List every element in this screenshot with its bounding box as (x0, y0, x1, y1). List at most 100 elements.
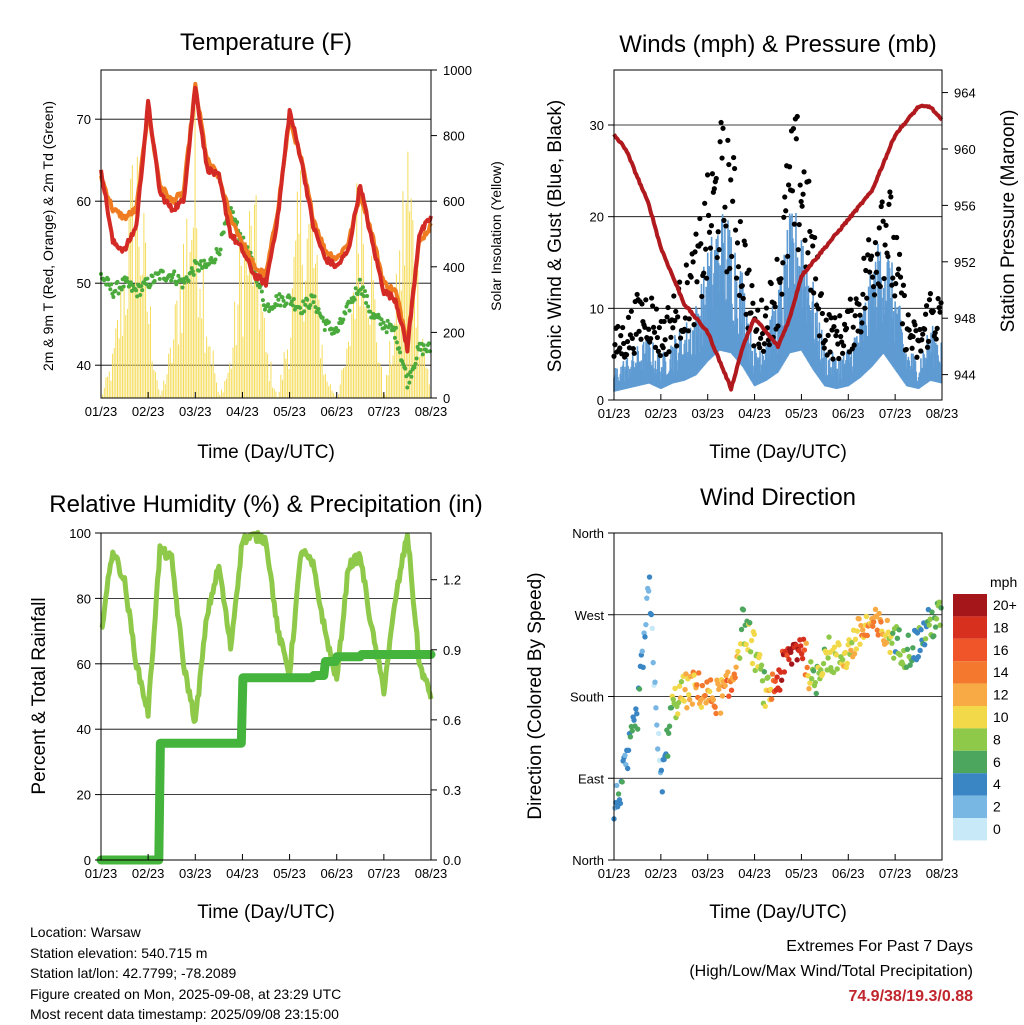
direction-point (842, 649, 849, 656)
wind-direction-title: Wind Direction (700, 484, 856, 511)
temperature-title: Temperature (F) (180, 29, 352, 56)
x-tick-label: 04/23 (226, 404, 259, 419)
gust-point (730, 198, 736, 204)
direction-point (634, 710, 640, 717)
dewpoint-point (104, 282, 109, 287)
gust-point (615, 323, 621, 330)
gust-point (720, 125, 726, 131)
gust-point (850, 324, 856, 330)
gust-point (746, 267, 752, 273)
gust-point (731, 165, 738, 172)
gust-point (793, 136, 799, 142)
gust-point (684, 280, 690, 286)
direction-point (622, 752, 628, 759)
dewpoint-point (368, 309, 373, 314)
gust-point (841, 321, 848, 327)
direction-point (627, 734, 634, 740)
dewpoint-point (186, 279, 191, 284)
temp-2m-line (99, 85, 433, 354)
dewpoint-point (321, 319, 326, 324)
gust-point (772, 304, 778, 310)
dewpoint-point (111, 294, 116, 299)
direction-point (918, 627, 924, 633)
direction-point (636, 686, 643, 692)
dewpoint-point (301, 299, 306, 304)
direction-point (733, 664, 739, 670)
gust-point (722, 204, 728, 210)
direction-point (897, 652, 903, 658)
speed-legend-swatch (953, 773, 987, 796)
dewpoint-point (115, 279, 120, 284)
humidity-precip-plot-content (96, 530, 436, 865)
direction-point (650, 659, 656, 666)
gust-point (843, 325, 850, 331)
gust-point (639, 301, 645, 307)
gust-point (832, 315, 838, 321)
gust-point (791, 221, 798, 227)
direction-point (696, 670, 702, 676)
gust-point (634, 291, 640, 298)
gust-point (838, 333, 844, 340)
direction-point (784, 652, 790, 659)
direction-point (819, 671, 826, 677)
dewpoint-point (190, 269, 195, 274)
temperature-frame (100, 69, 432, 399)
direction-point (793, 642, 799, 649)
direction-point (922, 636, 929, 642)
direction-point (857, 641, 863, 647)
temperature-y2-ticks: 0 200 400 600 800 1000 (431, 63, 472, 406)
gust-point (692, 249, 698, 255)
direction-point (813, 690, 819, 697)
dewpoint-point (182, 280, 187, 285)
dewpoint-point (379, 317, 384, 322)
direction-point (778, 677, 785, 683)
direction-point (856, 616, 862, 622)
gust-point (903, 346, 909, 353)
dewpoint-point (394, 340, 399, 345)
direction-point (777, 687, 783, 693)
gust-point (880, 218, 886, 224)
gust-point (852, 313, 858, 319)
direction-point (740, 607, 747, 613)
gust-point (661, 318, 667, 325)
direction-point (799, 655, 806, 662)
gust-point (707, 245, 714, 251)
direction-point (686, 692, 692, 698)
gust-point (736, 292, 743, 298)
gust-point (673, 308, 679, 315)
gust-point (812, 234, 818, 241)
extremes-box: Extremes For Past 7 Days (High/Low/Max W… (689, 934, 973, 1009)
speed-legend-swatch (953, 818, 987, 841)
gust-point (781, 214, 787, 220)
dewpoint-point (418, 347, 423, 352)
x-tick-label: 08/23 (926, 866, 959, 881)
gust-point (828, 315, 834, 321)
direction-point (769, 671, 776, 677)
gust-point (937, 309, 943, 315)
y2-tick-label: 800 (443, 129, 465, 144)
gust-point (748, 310, 754, 316)
gust-point (825, 332, 831, 338)
direction-point (682, 686, 688, 693)
wind-pressure-frame (613, 69, 943, 401)
gust-point (797, 182, 803, 188)
dewpoint-point (353, 286, 358, 291)
dewpoint-point (291, 296, 296, 301)
dewpoint-point (336, 328, 341, 333)
direction-point (649, 625, 655, 632)
x-tick-label: 07/23 (368, 404, 401, 419)
gust-point (899, 321, 906, 327)
gust-point (925, 338, 932, 345)
gust-point (724, 269, 730, 275)
gust-point (751, 343, 757, 349)
direction-point (798, 643, 804, 649)
dewpoint-point (145, 276, 150, 281)
direction-point (830, 669, 837, 676)
dewpoint-point (135, 294, 140, 299)
gust-point (912, 322, 918, 328)
direction-point (806, 685, 812, 692)
direction-point (878, 619, 884, 625)
direction-point (758, 662, 765, 668)
recent-data-text: Most recent data timestamp: 2025/09/08 2… (30, 1006, 339, 1022)
x-tick-label: 04/23 (738, 406, 771, 421)
